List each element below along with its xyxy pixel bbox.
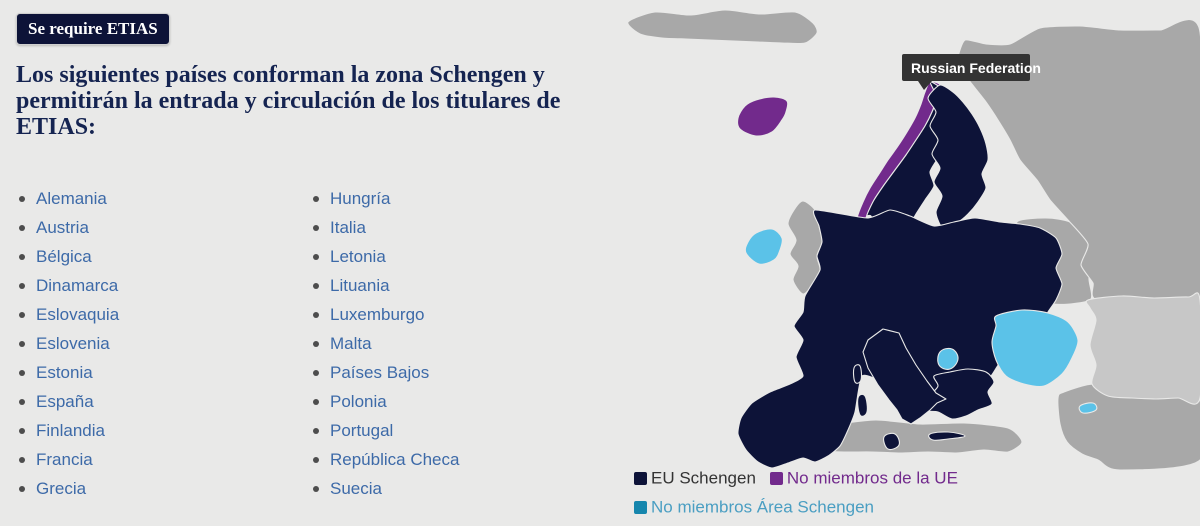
svg-text:Russian Federation: Russian Federation bbox=[911, 60, 1041, 76]
